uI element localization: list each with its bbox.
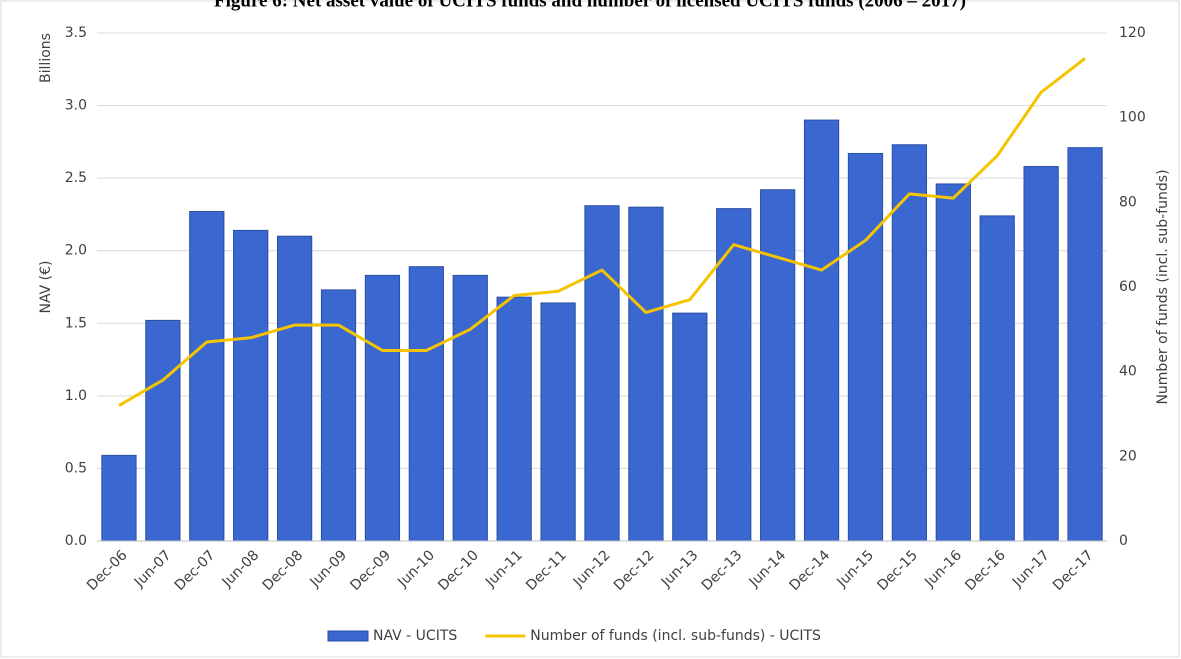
bar xyxy=(408,266,444,542)
bar xyxy=(189,211,225,542)
x-tick-label: Jun-16 xyxy=(921,547,965,591)
y-tick-label: 3.0 xyxy=(65,98,87,114)
y-tick-label: 1.0 xyxy=(65,388,87,404)
x-tick-label: Jun-14 xyxy=(746,547,790,591)
x-tick-label: Dec-07 xyxy=(172,547,219,594)
y2-tick-label: 120 xyxy=(1119,25,1146,41)
bar xyxy=(672,312,708,542)
y2-tick-label: 0 xyxy=(1119,533,1128,549)
y-tick-label: 2.0 xyxy=(65,243,87,259)
y-tick-label: 0.0 xyxy=(65,533,87,549)
line xyxy=(118,57,1086,407)
y2-axis-label: Number of funds (incl. sub-funds) xyxy=(1155,169,1171,404)
y2-tick-label: 80 xyxy=(1119,194,1137,210)
chart-title: Figure 6: Net asset value of UCITS funds… xyxy=(214,0,966,11)
x-tick-label: Jun-15 xyxy=(833,547,877,591)
x-tick-label: Dec-08 xyxy=(260,547,307,594)
x-tick-label: Jun-17 xyxy=(1009,547,1053,591)
x-tick-label: Dec-06 xyxy=(84,547,131,594)
y-tick-label: 2.5 xyxy=(65,170,87,186)
x-tick-label: Jun-13 xyxy=(658,547,702,591)
x-tick-label: Dec-15 xyxy=(874,547,921,594)
x-tick-label: Dec-10 xyxy=(435,547,482,594)
x-tick-label: Jun-11 xyxy=(482,547,526,591)
bar xyxy=(1023,166,1059,542)
x-tick-label: Jun-07 xyxy=(131,547,175,591)
y2-tick-label: 100 xyxy=(1119,110,1146,126)
y2-tick-label: 60 xyxy=(1119,279,1137,295)
x-tick-label: Jun-12 xyxy=(570,547,614,591)
y-axis-unit: Billions xyxy=(38,33,54,83)
x-tick-label: Dec-14 xyxy=(787,547,834,594)
bar xyxy=(1067,147,1103,542)
legend-swatch xyxy=(327,630,369,642)
bar xyxy=(364,274,401,542)
y-tick-label: 3.5 xyxy=(65,25,87,41)
x-tick-label: Dec-13 xyxy=(699,547,746,594)
bar xyxy=(803,119,840,542)
legend-label: Number of funds (incl. sub-funds) - UCIT… xyxy=(530,628,821,644)
bar xyxy=(452,274,488,542)
x-tick-label: Jun-10 xyxy=(394,547,438,591)
legend-label: NAV - UCITS xyxy=(373,628,457,644)
y2-tick-label: 20 xyxy=(1119,448,1137,464)
x-tick-label: Dec-09 xyxy=(347,547,394,594)
x-tick-label: Dec-17 xyxy=(1050,547,1097,594)
x-tick-label: Dec-12 xyxy=(611,547,658,594)
bar xyxy=(540,302,576,542)
x-tick-label: Jun-09 xyxy=(307,547,351,591)
x-tick-label: Jun-08 xyxy=(219,547,263,591)
y-tick-label: 1.5 xyxy=(65,315,87,331)
x-tick-label: Dec-16 xyxy=(962,547,1009,594)
bar xyxy=(935,183,971,542)
bar xyxy=(145,319,181,542)
bar xyxy=(584,205,620,542)
y-tick-label: 0.5 xyxy=(65,460,87,476)
bar xyxy=(760,189,796,542)
bar xyxy=(101,454,137,542)
y-axis-label: NAV (€) xyxy=(38,260,54,313)
bar xyxy=(276,235,313,542)
bar xyxy=(847,152,884,542)
bar xyxy=(628,206,664,542)
bar xyxy=(891,144,928,542)
bar xyxy=(979,215,1015,542)
y2-tick-label: 40 xyxy=(1119,364,1137,380)
x-tick-label: Dec-11 xyxy=(523,547,570,594)
bar xyxy=(496,296,532,542)
bar xyxy=(320,289,357,542)
bar xyxy=(233,229,269,542)
